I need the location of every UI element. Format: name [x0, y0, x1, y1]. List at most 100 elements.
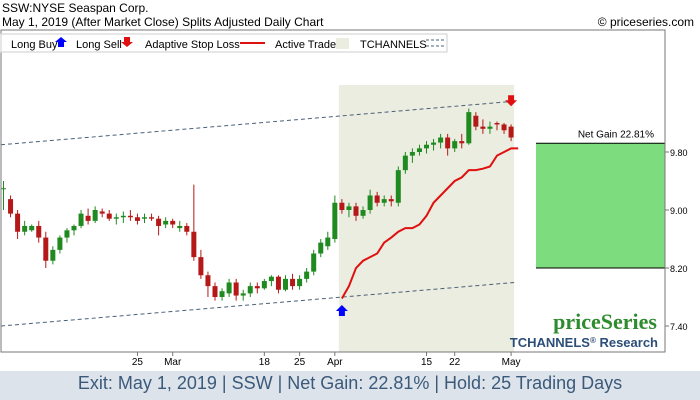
candle-body: [360, 210, 366, 216]
chart-title: SSW:NYSE Seaspan Corp.: [2, 1, 149, 15]
tchannel-upper-line: [0, 100, 515, 146]
x-tick-label: 25: [132, 357, 144, 368]
candle-body: [134, 217, 140, 221]
candle-body: [191, 231, 197, 258]
candle-body: [64, 230, 70, 238]
x-axis: 25 Mar 18 25 Apr 15 22 May: [132, 352, 521, 368]
candle-body: [233, 282, 239, 296]
candle-body: [332, 202, 338, 239]
candle-body: [297, 278, 303, 287]
candle-body: [346, 206, 352, 210]
candle-body: [226, 282, 232, 294]
watermark-research: TCHANNELS® Research: [510, 335, 658, 350]
candle-body: [473, 115, 479, 127]
x-tick-label: 25: [294, 357, 306, 368]
candle-body: [71, 225, 77, 231]
candle-body: [367, 195, 373, 210]
candle-body: [339, 202, 345, 210]
candle-body: [501, 124, 507, 131]
candle-body: [353, 206, 359, 216]
candle-body: [416, 148, 422, 152]
candle-body: [8, 199, 14, 214]
candle-body: [452, 141, 458, 149]
footer-bar: Exit: May 1, 2019 | SSW | Net Gain: 22.8…: [0, 371, 700, 400]
candle-body: [127, 215, 133, 218]
candle-body: [318, 242, 324, 254]
copyright-text: © priceseries.com: [597, 15, 694, 29]
footer-summary: Exit: May 1, 2019 | SSW | Net Gain: 22.8…: [77, 373, 623, 393]
candle-body: [487, 126, 493, 129]
y-tick-label: 7.40: [670, 322, 688, 332]
candle-body: [254, 286, 260, 289]
watermark-brand: priceSeries: [553, 309, 657, 334]
active-trade-swatch: [336, 38, 349, 49]
candle-body: [149, 217, 155, 219]
legend-active-trade: Active Trade: [275, 39, 336, 51]
legend-adaptive-stop: Adaptive Stop Loss: [145, 39, 240, 51]
long-buy-icon: [55, 37, 67, 47]
candle-body: [466, 112, 472, 144]
candle-body: [177, 225, 183, 229]
candle-body: [113, 217, 119, 219]
candle-body: [92, 210, 98, 221]
candle-body: [205, 275, 211, 287]
candlestick-chart: Net Gain 22.81% 7.40 8.20 9.00 9.80 25 Mar 18…: [0, 29, 688, 368]
candle-body: [99, 211, 105, 214]
long-sell-arrow-icon: [505, 95, 518, 107]
candle-body: [494, 123, 500, 125]
candle-body: [85, 215, 91, 221]
candle-body: [212, 286, 218, 297]
plot-frame: [0, 29, 666, 353]
long-buy-arrow-icon: [335, 305, 348, 317]
candle-body: [78, 213, 84, 226]
candle-body: [409, 152, 415, 156]
candle-body: [142, 217, 147, 219]
candle-body: [198, 257, 204, 276]
candle-body: [283, 278, 288, 290]
candle-body: [381, 199, 387, 203]
candle-body: [106, 213, 112, 219]
candle-body: [290, 278, 296, 287]
candle-body: [163, 220, 169, 225]
candle-body: [445, 137, 451, 149]
x-tick-label: 18: [259, 357, 271, 368]
candle-body: [431, 142, 437, 145]
candle-body: [311, 253, 317, 272]
net-gain-box: [536, 143, 665, 268]
candle-body: [170, 220, 176, 225]
candle-body: [261, 281, 267, 289]
legend-box: [0, 33, 448, 53]
candle-body: [219, 291, 225, 297]
legend-long-buy: Long Buy: [11, 39, 58, 51]
candle-body: [395, 170, 401, 203]
x-tick-label: 15: [421, 357, 433, 368]
candle-body: [459, 141, 465, 144]
chart-subtitle: May 1, 2019 (After Market Close) Splits …: [2, 15, 324, 29]
candle-body: [240, 293, 246, 296]
legend-tchannels: TCHANNELS: [360, 39, 427, 51]
candle-body: [374, 195, 380, 203]
candle-body: [304, 271, 310, 279]
adaptive-stop-loss-line: [341, 147, 519, 299]
candle-body: [388, 199, 394, 202]
active-trade-region: [338, 85, 515, 352]
candle-body: [184, 225, 190, 232]
candle-body: [275, 276, 281, 290]
legend: Long Buy Long Sell Adaptive Stop Loss Ac…: [0, 33, 448, 53]
x-tick-label: May: [502, 357, 521, 368]
candles-group: [1, 108, 514, 301]
candle-body: [156, 218, 162, 226]
y-tick-label: 8.20: [670, 264, 688, 274]
candle-body: [480, 126, 486, 129]
candle-body: [247, 286, 253, 294]
y-tick-label: 9.00: [670, 206, 688, 216]
x-tick-label: Apr: [327, 357, 343, 368]
candle-body: [438, 137, 444, 143]
y-tick-label: 9.80: [670, 148, 688, 158]
net-gain-label: Net Gain 22.81%: [578, 129, 654, 140]
candle-body: [402, 155, 408, 171]
tchannel-lower-line: [0, 282, 515, 327]
candle-body: [22, 225, 28, 232]
candle-body: [1, 188, 6, 190]
candle-body: [57, 237, 63, 250]
